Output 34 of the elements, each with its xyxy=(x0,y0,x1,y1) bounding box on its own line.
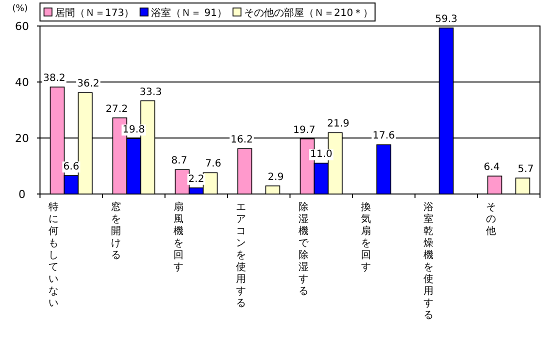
y-axis-title: (%) xyxy=(12,4,28,14)
data-label: 5.7 xyxy=(518,164,534,176)
data-label: 2.9 xyxy=(268,172,284,183)
category-label: エアコンを使用する xyxy=(236,202,246,309)
x-tick-label: 換気扇を回す xyxy=(360,201,371,273)
y-tick-label: 0 xyxy=(18,188,26,201)
category-label: 浴室乾燥機を使用する xyxy=(423,202,434,321)
data-label: 6.4 xyxy=(484,162,500,174)
data-label: 33.3 xyxy=(140,86,162,98)
data-label: 27.2 xyxy=(106,104,128,115)
data-label: 6.6 xyxy=(63,162,80,173)
x-tick-label: 窓を開ける xyxy=(110,201,121,261)
data-label: 19.8 xyxy=(122,124,145,136)
data-label: 36.2 xyxy=(77,78,100,90)
data-label: 8.7 xyxy=(171,156,188,167)
category-label: 特に何もしていない xyxy=(48,202,58,309)
x-tick-label: 扇風機を回す xyxy=(173,201,184,273)
legend-label: 浴室（Ｎ＝ 91） xyxy=(151,7,227,19)
legend-label: 居間（Ｎ＝173） xyxy=(55,8,134,19)
x-tick-label: 除湿機で除湿する xyxy=(298,201,310,297)
data-label: 59.3 xyxy=(435,14,458,25)
data-label: 7.6 xyxy=(205,158,222,170)
legend-label: その他の部屋（Ｎ＝210＊） xyxy=(244,7,374,19)
data-label: 21.9 xyxy=(327,118,350,130)
data-label: 38.2 xyxy=(43,73,66,84)
data-label: 16.2 xyxy=(230,134,253,146)
data-label: 11.0 xyxy=(310,149,332,160)
y-tick-label: 20 xyxy=(15,132,29,145)
data-label: 17.6 xyxy=(372,130,395,142)
y-tick-label: 60 xyxy=(15,20,29,33)
data-label: 19.7 xyxy=(293,124,316,136)
y-tick-label: 40 xyxy=(15,76,29,89)
x-tick-label: その他 xyxy=(486,202,496,237)
data-label: 2.2 xyxy=(188,174,204,185)
